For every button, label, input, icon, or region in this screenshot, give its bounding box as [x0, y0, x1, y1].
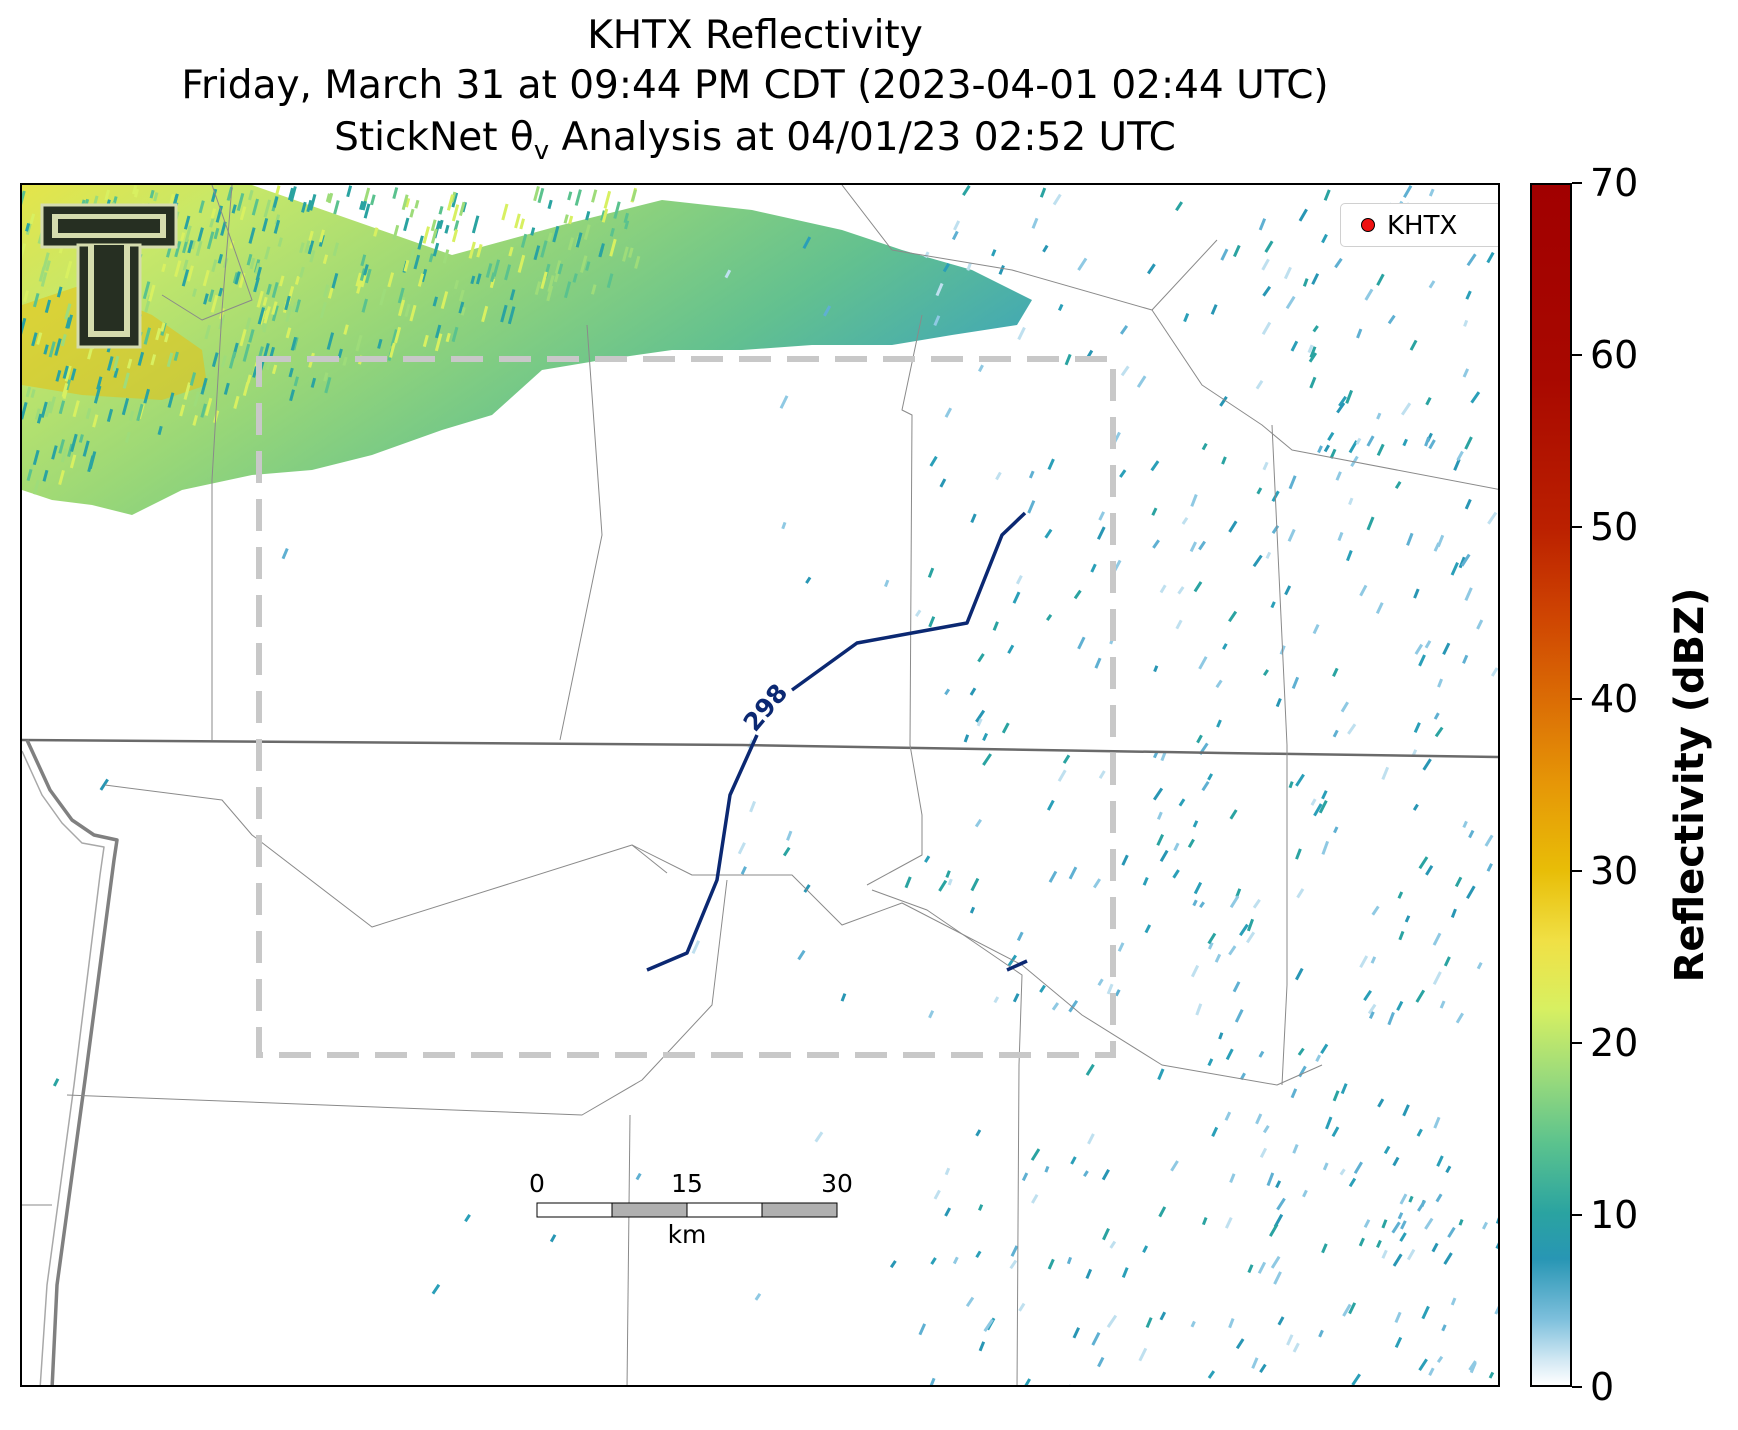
title-line-1: KHTX Reflectivity: [587, 13, 923, 58]
analysis-domain-box: [256, 356, 1116, 1058]
county-line: [1151, 309, 1498, 490]
county-line: [871, 889, 1023, 1385]
county-line: [866, 314, 923, 886]
title-line-3-a: StickNet θ: [334, 115, 534, 160]
map-legend: KHTX: [1340, 203, 1498, 247]
colorbar-tick-label: 0: [1590, 1365, 1615, 1409]
county-line: [626, 1114, 631, 1385]
colorbar-tick-label: 50: [1590, 505, 1639, 549]
scale-bar: [536, 1202, 838, 1218]
colorbar-tick-label: 70: [1590, 161, 1639, 205]
county-line: [211, 185, 233, 740]
state-border-west: [25, 739, 119, 1385]
legend-label: KHTX: [1387, 211, 1458, 241]
county-line: [841, 185, 1218, 311]
colorbar-tick-mark: [1572, 1214, 1582, 1216]
colorbar-tick-mark: [1572, 698, 1582, 700]
radar-speckles: [22, 185, 1498, 1385]
scale-bar-tick-15: 15: [671, 1169, 703, 1198]
contour-label: 298: [738, 678, 794, 737]
theta-v-contour: [646, 511, 1028, 972]
reflectivity-colorbar: [1530, 183, 1572, 1387]
county-line: [161, 185, 253, 321]
colorbar-tick-mark: [1572, 1042, 1582, 1044]
map-boundaries: [22, 185, 1498, 1385]
colorbar-tick-label: 60: [1590, 333, 1639, 377]
colorbar-label: Reflectivity (dBZ): [1667, 587, 1713, 983]
colorbar-tick-mark: [1572, 526, 1582, 528]
state-line: [22, 738, 1498, 759]
scale-bar-unit: km: [667, 1220, 707, 1249]
colorbar-tick-mark: [1572, 354, 1582, 356]
map-canvas: 298: [22, 185, 1498, 1385]
title-line-3-b: Analysis at 04/01/23 02:52 UTC: [549, 115, 1176, 160]
colorbar-tick-mark: [1572, 182, 1582, 184]
radar-map[interactable]: 298 KHTX 0 15 30 km: [20, 183, 1500, 1387]
county-line: [104, 784, 1323, 1086]
title-line-3-sub: v: [533, 135, 550, 166]
reflectivity-echo-region: [22, 185, 1032, 515]
county-line: [1271, 424, 1288, 1086]
colorbar-tick-label: 20: [1590, 1021, 1639, 1065]
county-line: [559, 324, 603, 741]
colorbar-tick-mark: [1572, 1386, 1582, 1388]
texas-tech-double-t-logo: [40, 203, 178, 349]
colorbar-tick-label: 10: [1590, 1193, 1639, 1237]
title-line-2: Friday, March 31 at 09:44 PM CDT (2023-0…: [181, 63, 1329, 108]
scale-bar-tick-0: 0: [529, 1169, 545, 1198]
radar-site-marker-icon: [1361, 218, 1375, 232]
title-line-3: StickNet θv Analysis at 04/01/23 02:52 U…: [0, 116, 1510, 173]
state-border-west-inner: [22, 750, 105, 1385]
colorbar-tick-label: 40: [1590, 677, 1639, 721]
county-line: [66, 879, 728, 1116]
colorbar-tick-mark: [1572, 870, 1582, 872]
colorbar-tick-label: 30: [1590, 849, 1639, 893]
scale-bar-tick-30: 30: [821, 1169, 853, 1198]
county-line: [631, 844, 668, 874]
